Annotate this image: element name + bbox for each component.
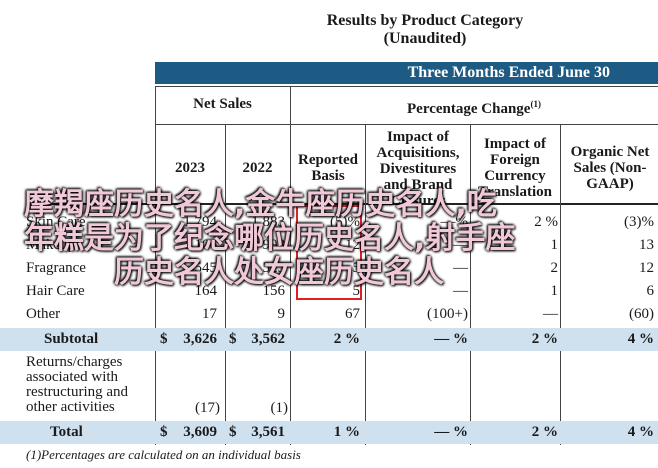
currency-symbol: $ [160,424,168,440]
currency-symbol: $ [229,331,237,347]
title-line-2: (Unaudited) [383,30,467,47]
total-row: Total $ 3,609 $ 3,561 1 % — % 2 % 4 % [0,421,658,444]
table-row: Makeup 1,106 993 12 — 1 13 [0,234,658,257]
col-reported: Reported Basis [298,152,358,184]
organic-change: (60) [629,306,654,322]
footnote: (1)Percentages are calculated on an indi… [26,447,301,462]
organic-change: 4 % [627,424,654,440]
acquisition-impact: — % [434,331,468,347]
currency-impact: 2 % [534,214,558,230]
row-label: Fragrance [26,260,86,276]
value-2023: 164 [194,283,218,299]
organic-change: 13 [639,237,654,253]
value-2022: 156 [262,283,286,299]
table-row: Fragrance 545 525 5 — 2 12 [0,257,658,280]
currency-impact: 2 [550,260,559,276]
overlay-line-2: 年糕是为了纪念哪位历史名人,射手座 [24,221,516,256]
row-label: Returns/charges associated with restruct… [26,354,129,415]
acquisition-impact: — [453,237,468,253]
value-2022: 3,562 [251,331,285,347]
row-label: Other [26,306,61,322]
acquisition-impact: — [453,260,468,276]
percentage-change-header: Percentage Change(1) [407,99,541,117]
acquisition-impact: (100+) [427,306,468,322]
overlay-line-3: 历史名人处女座历史名人 [114,255,444,290]
row-label: Subtotal [44,331,99,347]
col-organic: Organic Net Sales (Non-GAAP) [570,144,650,192]
value-2023: 1,794 [183,214,217,230]
reported-change: 2 % [333,331,360,347]
value-2023: 1,106 [183,237,217,253]
reported-change: 5 [352,260,361,276]
reported-change: 5 [352,283,361,299]
currency-impact: 2 % [531,424,558,440]
value-2022: 525 [262,260,286,276]
currency-symbol: $ [229,424,237,440]
currency-impact: 2 % [531,331,558,347]
divider [155,86,156,445]
period-band: Three Months Ended June 30 [155,62,658,84]
value-2023: (17) [195,400,220,416]
value-2022: 9 [277,306,286,322]
net-sales-header: Net Sales [193,96,252,112]
organic-change: 4 % [627,331,654,347]
divider [155,124,658,125]
row-label: Total [50,424,83,440]
divider [470,124,471,445]
divider [225,124,226,445]
value-2022: (1) [270,400,289,416]
col-2023: 2023 [175,160,205,176]
value-2022: 1,883 [251,214,285,230]
divider [365,124,366,445]
value-2022: 3,561 [251,424,285,440]
overlay-line-1: 摩羯座历史名人,金牛座历史名人,吃 [24,187,497,222]
reported-change: 1 % [333,424,360,440]
row-label: Makeup [26,237,76,253]
currency-impact: 1 [550,283,559,299]
divider [560,124,561,445]
table-row: Skin Care 1,794 1,883 (5)% —% 2 % (3)% [0,211,658,234]
organic-change: 6 [646,283,655,299]
value-2023: 17 [202,306,217,322]
table-row: Other 17 9 67 (100+) — (60) [0,303,658,326]
reported-change: (5)% [330,214,360,230]
currency-impact: 1 [550,237,559,253]
currency-symbol: $ [160,331,168,347]
organic-change: 12 [639,260,654,276]
currency-impact: — [543,306,558,322]
divider [290,86,291,445]
acquisition-impact: —% [440,214,469,230]
title-line-1: Results by Product Category [326,12,524,29]
organic-change: (3)% [624,214,654,230]
divider [26,203,658,205]
row-label: Skin Care [26,214,86,230]
subtotal-row: Subtotal $ 3,626 $ 3,562 2 % — % 2 % 4 % [0,328,658,351]
value-2023: 3,626 [183,331,217,347]
value-2022: 993 [262,237,286,253]
acquisition-impact: — % [434,424,468,440]
highlight-box [296,205,362,300]
reported-change: 12 [345,237,360,253]
col-foreign-currency: Impact of Foreign Currency Translation [478,136,552,200]
reported-change: 67 [345,306,360,322]
value-2023: 3,609 [183,424,217,440]
col-2022: 2022 [242,160,273,176]
row-label: Hair Care [26,283,85,299]
table-row: Hair Care 164 156 5 — 1 6 [0,280,658,303]
divider [155,86,658,87]
col-acquisitions: Impact of Acquisitions, Divestitures and… [376,129,460,209]
acquisition-impact: — [453,283,468,299]
value-2023: 545 [194,260,218,276]
